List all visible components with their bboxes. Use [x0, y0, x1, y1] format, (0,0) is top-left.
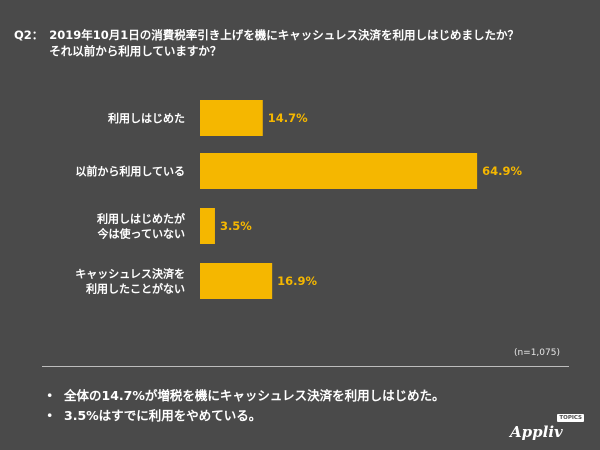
bar-chart: 利用しはじめた 14.7% 以前から利用している 64.9% 利用しはじめたが今は使って…	[75, 100, 522, 299]
value-label: 14.7%	[268, 111, 308, 125]
question-text: 2019年10月1日の消費税率引き上げを機にキャッシュレス決済を利用しはじめまし…	[49, 27, 519, 59]
question: Q2： 2019年10月1日の消費税率引き上げを機にキャッシュレス決済を利用しは…	[14, 27, 589, 59]
category-label: 今は使っていない	[97, 227, 185, 241]
value-label: 64.9%	[482, 164, 522, 178]
summary-item: • 3.5%はすでに利用をやめている。	[46, 406, 445, 426]
bar	[200, 100, 263, 136]
logo-badge: TOPICS	[557, 414, 584, 422]
question-line: それ以前から利用していますか？	[49, 44, 222, 58]
bullet: •	[46, 388, 54, 403]
question-number: Q2：	[14, 28, 44, 42]
category-label: 利用しはじめた	[108, 111, 185, 125]
sample-size-note: (n=1,075)	[513, 348, 560, 358]
appliv-logo: Appliv TOPICS	[510, 413, 584, 441]
bullet: •	[46, 408, 54, 423]
summary-text: 全体の14.7%が増税を機にキャッシュレス決済を利用しはじめた。	[64, 388, 445, 403]
value-label: 16.9%	[277, 274, 317, 288]
bar	[200, 208, 215, 244]
category-label: 利用しはじめたが	[97, 212, 185, 226]
category-label: 以前から利用している	[75, 164, 185, 178]
summary-item: • 全体の14.7%が増税を機にキャッシュレス決済を利用しはじめた。	[46, 386, 445, 406]
question-line: 2019年10月1日の消費税率引き上げを機にキャッシュレス決済を利用しはじめまし…	[49, 28, 520, 42]
category-label: 利用したことがない	[86, 282, 185, 296]
category-label: キャッシュレス決済を	[75, 267, 185, 281]
divider	[42, 366, 569, 367]
bar	[200, 263, 273, 299]
value-label: 3.5%	[220, 219, 252, 233]
summary-list: • 全体の14.7%が増税を機にキャッシュレス決済を利用しはじめた。 • 3.5…	[46, 386, 445, 426]
logo-text: Appliv	[510, 423, 563, 441]
summary-text: 3.5%はすでに利用をやめている。	[64, 408, 262, 423]
bar	[200, 153, 478, 189]
